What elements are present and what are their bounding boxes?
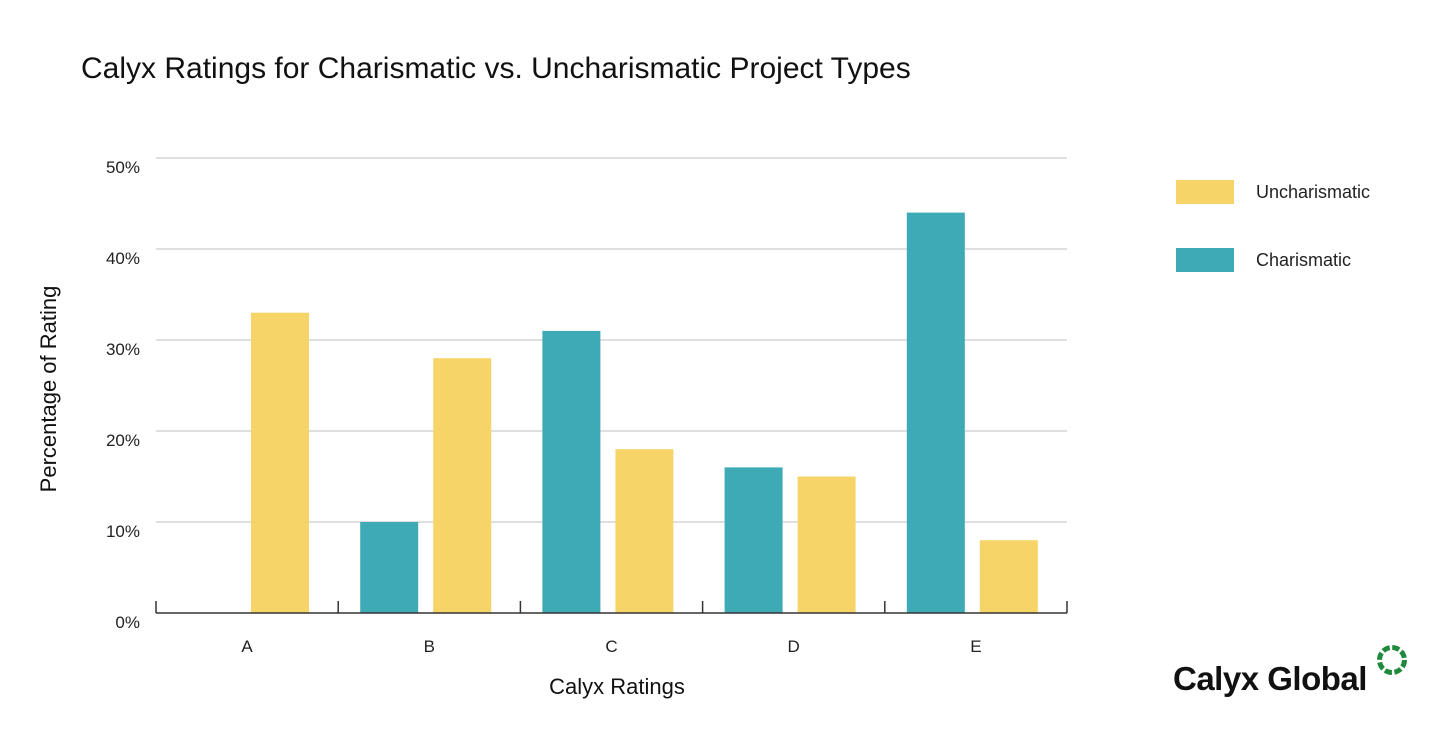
legend-label: Uncharismatic [1256,181,1371,202]
x-axis: A B C D E [155,601,1068,656]
legend: Uncharismatic Charismatic [1176,178,1370,314]
x-tick-label: E [970,637,981,656]
bar-uncharismatic-d [797,476,856,613]
y-tick-label: 50% [106,158,140,177]
legend-swatch [1176,180,1234,204]
brand-logo: Calyx Global [1173,643,1409,698]
y-tick-label: 20% [106,431,140,450]
bar-charismatic-d [724,467,783,613]
brand-name: Calyx Global [1173,660,1367,697]
x-axis-title: Calyx Ratings [549,674,685,699]
bar-uncharismatic-a [251,312,309,613]
y-tick-label: 10% [106,522,140,541]
y-tick-label: 40% [106,249,140,268]
y-axis-title: Percentage of Rating [36,286,61,493]
bar-uncharismatic-c [615,449,674,613]
legend-swatch [1176,248,1234,272]
x-tick-label: B [424,637,435,656]
chart-title: Calyx Ratings for Charismatic vs. Unchar… [81,52,911,85]
x-tick-label: A [241,637,253,656]
y-tick-label: 0% [115,613,140,632]
x-tick-label: C [605,637,617,656]
bar-uncharismatic-e [979,540,1038,613]
bar-uncharismatic-b [433,358,492,613]
bar-charismatic-b [360,522,419,613]
y-axis-ticks: 0% 10% 20% 30% 40% 50% [106,158,140,632]
dashed-ring-icon [1376,645,1407,675]
x-tick-label: D [788,637,800,656]
legend-label: Charismatic [1256,249,1352,270]
legend-item-uncharismatic: Uncharismatic [1176,178,1370,206]
legend-item-charismatic: Charismatic [1176,246,1370,274]
bar-charismatic-c [542,330,601,613]
y-tick-label: 30% [106,340,140,359]
bar-charismatic-e [906,212,965,613]
bars [251,212,1038,613]
